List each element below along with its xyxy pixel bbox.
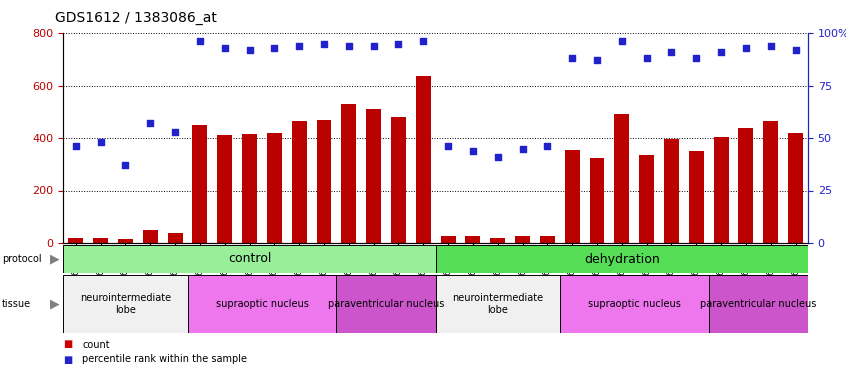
Bar	[664, 140, 678, 243]
Bar	[590, 158, 604, 243]
Text: ▶: ▶	[50, 252, 59, 266]
Bar	[739, 128, 753, 243]
Point	[442, 143, 455, 149]
Text: neurointermediate
lobe: neurointermediate lobe	[80, 293, 171, 315]
Bar	[342, 104, 356, 243]
Bar	[188, 275, 337, 333]
Text: control: control	[228, 252, 272, 266]
Point	[466, 148, 480, 154]
Bar	[316, 120, 332, 243]
Point	[243, 47, 256, 53]
Point	[168, 129, 182, 135]
Point	[788, 47, 802, 53]
Text: tissue: tissue	[2, 299, 30, 309]
Text: supraoptic nucleus: supraoptic nucleus	[588, 299, 681, 309]
Point	[367, 43, 381, 49]
Bar	[714, 137, 728, 243]
Bar	[267, 133, 282, 243]
Bar	[763, 121, 778, 243]
Text: protocol: protocol	[2, 254, 41, 264]
Point	[516, 146, 530, 152]
Point	[317, 40, 331, 46]
Bar	[689, 151, 704, 243]
Bar	[614, 114, 629, 243]
Bar	[441, 237, 455, 243]
Point	[565, 55, 579, 61]
Point	[640, 55, 653, 61]
Bar	[143, 230, 157, 243]
Text: ■: ■	[63, 339, 73, 350]
Point	[615, 38, 629, 44]
Point	[94, 139, 107, 145]
Point	[739, 45, 753, 51]
Bar	[788, 133, 803, 243]
Text: count: count	[82, 339, 110, 350]
Bar	[436, 275, 560, 333]
Bar	[416, 76, 431, 243]
Point	[118, 162, 132, 168]
Text: ▶: ▶	[50, 297, 59, 310]
Text: GDS1612 / 1383086_at: GDS1612 / 1383086_at	[55, 11, 217, 25]
Bar	[217, 135, 232, 243]
Bar	[560, 275, 709, 333]
Bar	[93, 238, 108, 243]
Bar	[391, 117, 406, 243]
Text: percentile rank within the sample: percentile rank within the sample	[82, 354, 247, 364]
Point	[69, 143, 83, 149]
Bar	[292, 121, 306, 243]
Point	[218, 45, 232, 51]
Point	[665, 49, 678, 55]
Text: supraoptic nucleus: supraoptic nucleus	[216, 299, 309, 309]
Point	[293, 43, 306, 49]
Bar	[366, 109, 381, 243]
Point	[416, 38, 430, 44]
Point	[764, 43, 777, 49]
Point	[689, 55, 703, 61]
Point	[591, 57, 604, 63]
Bar	[63, 275, 188, 333]
Bar	[242, 134, 257, 243]
Point	[342, 43, 355, 49]
Text: paraventricular nucleus: paraventricular nucleus	[328, 299, 444, 309]
Text: ■: ■	[63, 354, 73, 364]
Bar	[337, 275, 436, 333]
Bar	[118, 239, 133, 243]
Text: neurointermediate
lobe: neurointermediate lobe	[452, 293, 543, 315]
Bar	[436, 245, 808, 273]
Point	[267, 45, 281, 51]
Bar	[193, 125, 207, 243]
Text: paraventricular nucleus: paraventricular nucleus	[700, 299, 816, 309]
Point	[541, 143, 554, 149]
Bar	[640, 155, 654, 243]
Point	[491, 154, 504, 160]
Point	[144, 120, 157, 126]
Bar	[63, 245, 436, 273]
Point	[193, 38, 206, 44]
Bar	[709, 275, 808, 333]
Bar	[565, 150, 580, 243]
Bar	[491, 238, 505, 243]
Point	[392, 40, 405, 46]
Bar	[69, 238, 83, 243]
Bar	[515, 237, 530, 243]
Bar	[540, 237, 555, 243]
Point	[714, 49, 728, 55]
Text: dehydration: dehydration	[584, 252, 660, 266]
Bar	[465, 237, 481, 243]
Bar	[168, 232, 183, 243]
